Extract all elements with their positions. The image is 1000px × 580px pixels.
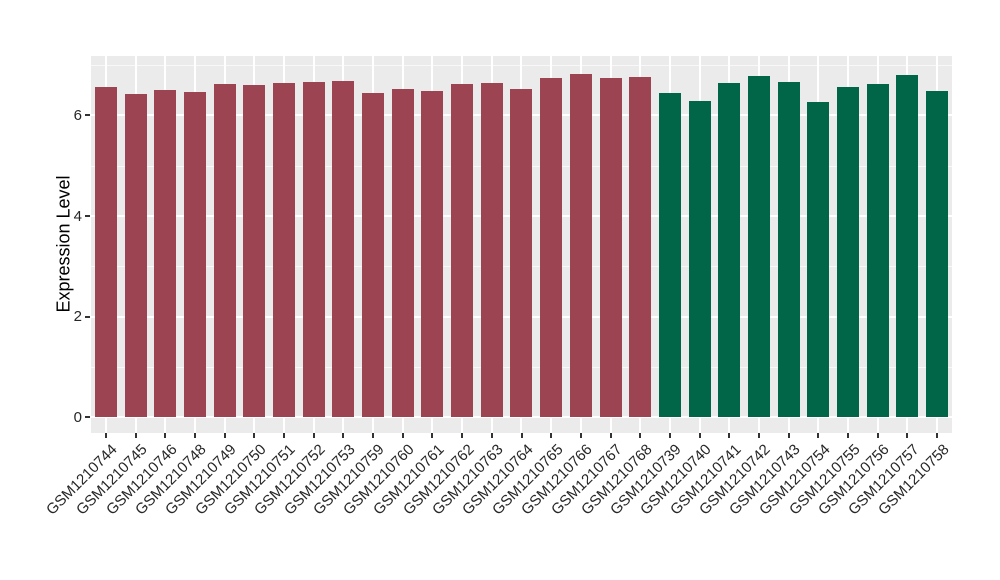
bar-slot xyxy=(447,56,477,418)
bar-GSM1210743 xyxy=(777,82,800,418)
bar-GSM1210750 xyxy=(243,84,266,418)
x-tick-mark xyxy=(490,433,493,438)
x-tick-mark xyxy=(906,433,909,438)
bar-slot xyxy=(833,56,863,418)
bar-GSM1210754 xyxy=(807,101,830,418)
x-tick-mark xyxy=(520,433,523,438)
bar-GSM1210759 xyxy=(362,93,385,418)
bar-slot xyxy=(121,56,151,418)
x-tick-mark xyxy=(936,433,939,438)
bar-GSM1210744 xyxy=(94,86,117,418)
x-tick-mark xyxy=(164,433,167,438)
bar-GSM1210753 xyxy=(332,81,355,418)
x-tick-mark xyxy=(223,433,226,438)
bar-slot xyxy=(269,56,299,418)
bar-GSM1210762 xyxy=(451,83,474,418)
bar-GSM1210763 xyxy=(480,82,503,418)
x-tick-mark xyxy=(550,433,553,438)
bar-slot xyxy=(299,56,329,418)
y-tick-mark xyxy=(85,215,90,218)
bar-slot xyxy=(507,56,537,418)
bar-GSM1210746 xyxy=(154,89,177,418)
y-tick-label-4: 4 xyxy=(73,207,82,225)
bar-slot xyxy=(714,56,744,418)
x-tick-mark xyxy=(461,433,464,438)
bar-slot xyxy=(210,56,240,418)
y-axis-title: Expression Level xyxy=(53,175,74,313)
bar-slot xyxy=(358,56,388,418)
bar-slot xyxy=(685,56,715,418)
bar-GSM1210739 xyxy=(658,92,681,418)
y-tick-mark xyxy=(85,315,90,318)
bar-GSM1210757 xyxy=(896,74,919,418)
x-tick-mark xyxy=(668,433,671,438)
bar-GSM1210765 xyxy=(540,78,563,418)
bar-GSM1210760 xyxy=(391,88,414,418)
x-tick-mark xyxy=(282,433,285,438)
bar-GSM1210756 xyxy=(866,83,889,418)
bar-GSM1210761 xyxy=(421,90,444,418)
x-tick-mark xyxy=(728,433,731,438)
bar-slot xyxy=(863,56,893,418)
plot-panel xyxy=(91,56,952,433)
bar-slot xyxy=(922,56,952,418)
x-tick-mark xyxy=(431,433,434,438)
x-tick-mark xyxy=(609,433,612,438)
bar-slot xyxy=(893,56,923,418)
x-tick-mark xyxy=(639,433,642,438)
bar-slot xyxy=(388,56,418,418)
x-tick-mark xyxy=(372,433,375,438)
bar-GSM1210767 xyxy=(599,78,622,418)
x-tick-mark xyxy=(758,433,761,438)
bar-slot xyxy=(477,56,507,418)
bar-slot xyxy=(566,56,596,418)
bar-GSM1210740 xyxy=(688,100,711,418)
x-tick-mark xyxy=(253,433,256,438)
x-tick-mark xyxy=(876,433,879,438)
y-tick-mark xyxy=(85,416,90,419)
bar-GSM1210748 xyxy=(183,91,206,418)
bar-slot xyxy=(804,56,834,418)
x-tick-mark xyxy=(401,433,404,438)
x-tick-mark xyxy=(193,433,196,438)
bar-GSM1210752 xyxy=(302,82,325,418)
bar-GSM1210742 xyxy=(747,75,770,418)
bar-GSM1210758 xyxy=(926,90,949,418)
y-tick-label-6: 6 xyxy=(73,106,82,124)
x-tick-mark xyxy=(698,433,701,438)
bar-slot xyxy=(150,56,180,418)
bar-GSM1210755 xyxy=(837,86,860,418)
bar-GSM1210741 xyxy=(718,83,741,418)
bar-slot xyxy=(329,56,359,418)
bar-slot xyxy=(536,56,566,418)
bar-slot xyxy=(774,56,804,418)
bar-slot xyxy=(91,56,121,418)
bar-layer xyxy=(91,56,952,433)
bar-slot xyxy=(625,56,655,418)
y-tick-label-2: 2 xyxy=(73,308,82,326)
bar-GSM1210751 xyxy=(272,82,295,418)
x-tick-mark xyxy=(134,433,137,438)
bar-slot xyxy=(239,56,269,418)
bar-GSM1210749 xyxy=(213,83,236,418)
x-tick-mark xyxy=(787,433,790,438)
bar-slot xyxy=(744,56,774,418)
x-tick-mark xyxy=(847,433,850,438)
bar-slot xyxy=(596,56,626,418)
bar-slot xyxy=(180,56,210,418)
x-tick-mark xyxy=(312,433,315,438)
x-tick-mark xyxy=(579,433,582,438)
bar-slot xyxy=(655,56,685,418)
x-tick-mark xyxy=(342,433,345,438)
bar-slot xyxy=(418,56,448,418)
bar-GSM1210745 xyxy=(124,94,147,418)
bar-GSM1210768 xyxy=(629,77,652,418)
bar-GSM1210766 xyxy=(569,74,592,418)
y-tick-mark xyxy=(85,114,90,117)
x-tick-mark xyxy=(104,433,107,438)
bar-GSM1210764 xyxy=(510,89,533,418)
y-tick-label-0: 0 xyxy=(73,408,82,426)
x-tick-mark xyxy=(817,433,820,438)
